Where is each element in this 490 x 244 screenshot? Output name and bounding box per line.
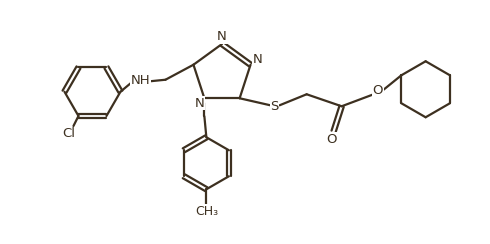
Text: Cl: Cl	[62, 127, 75, 141]
Text: N: N	[195, 97, 204, 110]
Text: S: S	[270, 100, 279, 113]
Text: O: O	[372, 84, 383, 97]
Text: O: O	[326, 133, 337, 146]
Text: CH₃: CH₃	[195, 205, 218, 218]
Text: NH: NH	[131, 74, 150, 87]
Text: N: N	[253, 53, 263, 66]
Text: N: N	[217, 30, 227, 43]
